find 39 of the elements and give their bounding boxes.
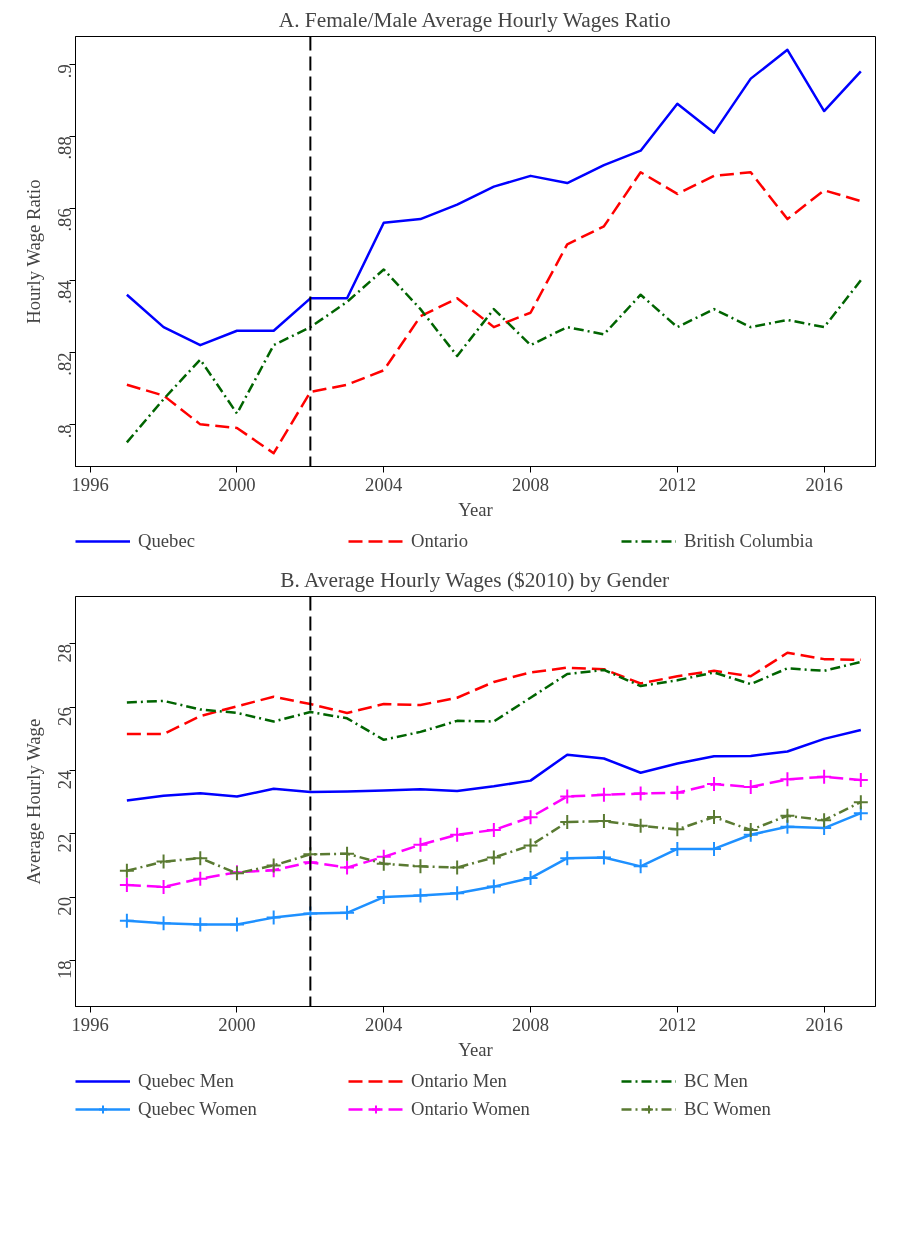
legend-label: Quebec <box>138 530 196 552</box>
x-tick-label: 2016 <box>805 1013 843 1035</box>
x-tick-label: 2004 <box>365 473 404 495</box>
y-tick-label: .84 <box>54 279 75 304</box>
y-tick-label: 20 <box>54 897 75 916</box>
chart-title: A. Female/Male Average Hourly Wages Ratio <box>278 7 671 32</box>
legend-label: BC Women <box>684 1098 772 1120</box>
y-tick-label: 26 <box>54 707 75 726</box>
y-axis-title: Hourly Wage Ratio <box>22 179 44 324</box>
x-tick-label: 2008 <box>511 473 550 495</box>
y-tick-label: 28 <box>54 643 75 663</box>
y-tick-label: .82 <box>54 352 75 376</box>
legend-label: Ontario <box>411 530 469 552</box>
legend-label: British Columbia <box>684 530 815 552</box>
x-tick-label: 2016 <box>805 473 843 495</box>
x-tick-label: 2000 <box>218 1013 256 1035</box>
x-tick-label: 2012 <box>658 473 696 495</box>
x-tick-label: 1996 <box>71 473 109 495</box>
y-tick-label: 18 <box>54 960 75 979</box>
y-tick-label: 24 <box>54 769 75 790</box>
chart-title: B. Average Hourly Wages ($2010) by Gender <box>280 567 670 592</box>
legend-label: Ontario Men <box>411 1070 508 1092</box>
legend-label: Quebec Women <box>138 1098 258 1120</box>
legend-label: Ontario Women <box>411 1098 531 1120</box>
legend-label: Quebec Men <box>138 1070 235 1092</box>
x-tick-label: 2008 <box>511 1013 550 1035</box>
y-tick-label: .88 <box>54 136 75 160</box>
x-tick-label: 2012 <box>658 1013 696 1035</box>
x-tick-label: 1996 <box>71 1013 109 1035</box>
legend-label: BC Men <box>684 1070 749 1092</box>
x-axis-title: Year <box>458 1038 494 1060</box>
y-tick-label: .9 <box>54 64 75 79</box>
y-axis-title: Average Hourly Wage <box>22 718 44 885</box>
x-tick-label: 2000 <box>218 473 256 495</box>
x-axis-title: Year <box>458 498 494 520</box>
y-tick-label: 22 <box>54 833 75 853</box>
y-tick-label: .86 <box>54 208 75 232</box>
x-tick-label: 2004 <box>365 1013 404 1035</box>
y-tick-label: .8 <box>54 424 75 439</box>
